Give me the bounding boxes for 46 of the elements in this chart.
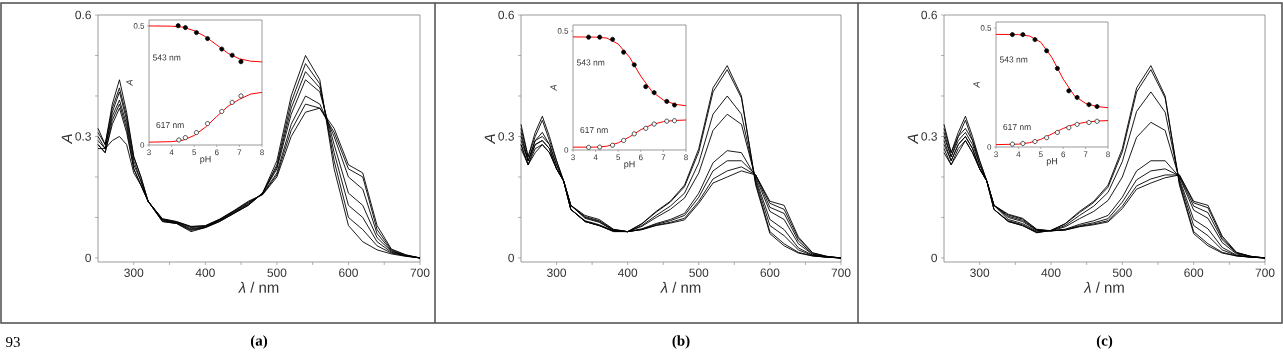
x-tick-label: 300 [124, 268, 144, 277]
annotation: 543 nm [152, 54, 181, 61]
x-tick-label: 600 [760, 268, 780, 277]
x-tick-label: 300 [547, 268, 567, 277]
y-axis-title: A [484, 134, 496, 145]
y-tick-label: 0 [931, 253, 938, 263]
text: (b) [672, 335, 690, 349]
x-tick-label: 500 [267, 268, 287, 277]
x-axis-title: pH [200, 156, 211, 165]
y-axis-title: A [973, 81, 980, 88]
x-tick-label: 400 [195, 268, 215, 277]
annotation: 543 nm [999, 56, 1028, 63]
text: (c) [1096, 335, 1113, 349]
x-axis-title: λ / nm [238, 281, 279, 293]
x-tick-label: 700 [410, 268, 430, 277]
x-tick-label: 300 [970, 268, 990, 277]
annotation: 543 nm [576, 59, 605, 66]
x-tick-label: 700 [831, 268, 851, 277]
y-axis-title: A [126, 79, 133, 86]
x-tick-label: 400 [1041, 268, 1061, 277]
x-axis-title: pH [1046, 158, 1058, 167]
x-tick-label: 400 [617, 268, 638, 277]
y-tick-label: 0.6 [75, 10, 91, 20]
y-axis-title: A [907, 134, 919, 145]
y-tick-label: 0.3 [921, 132, 937, 141]
y-tick-label: 0.6 [921, 10, 937, 20]
x-axis-title: λ / nm [660, 281, 701, 293]
annotation: 617 nm [580, 127, 608, 133]
x-axis-title: λ / nm [1083, 281, 1124, 293]
annotation: 617 nm [156, 122, 184, 128]
y-tick-label: 0.3 [498, 132, 514, 141]
text: 93 [6, 336, 20, 348]
y-tick-label: 0.3 [75, 132, 91, 141]
y-axis-title: A [61, 134, 73, 145]
x-tick-label: 500 [1112, 268, 1132, 277]
y-tick-label: 0 [85, 253, 92, 263]
y-tick-label: 0 [508, 253, 515, 263]
x-axis-title: pH [624, 161, 635, 170]
y-tick-label: 0.6 [498, 10, 514, 20]
x-tick-label: 700 [1255, 268, 1275, 277]
text: (a) [250, 335, 268, 349]
x-tick-label: 600 [339, 268, 358, 277]
x-tick-label: 500 [689, 268, 709, 277]
y-axis-title: A [550, 84, 557, 91]
x-tick-label: 600 [1184, 268, 1204, 277]
annotation: 617 nm [1003, 124, 1031, 130]
